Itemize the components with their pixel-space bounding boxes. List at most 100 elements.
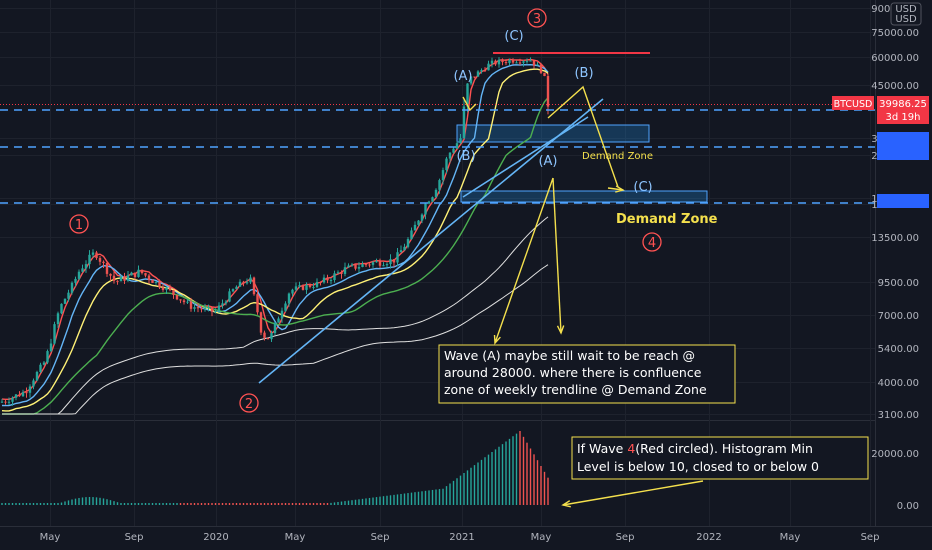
candle-body	[340, 272, 343, 274]
candle-body	[333, 273, 336, 281]
candle-body	[532, 60, 536, 66]
candle-body	[508, 59, 511, 63]
candle-body	[546, 76, 550, 107]
candle-body	[273, 322, 277, 334]
time-tick-label: Sep	[371, 532, 390, 543]
price-tick-label: 4000.00	[878, 378, 919, 389]
demand-zone-lower	[460, 190, 708, 203]
wave-2-label: 2	[245, 397, 253, 412]
candle-body	[88, 254, 91, 265]
candle-body	[529, 60, 532, 62]
candle-body	[294, 286, 298, 290]
candle-body	[175, 294, 179, 300]
candle-body	[235, 286, 238, 290]
currency-text: USD	[895, 14, 917, 25]
demand-zone-large-label: Demand Zone	[616, 212, 718, 227]
candle-body	[462, 106, 466, 139]
candle-body	[410, 230, 413, 240]
candle-body	[168, 287, 172, 291]
candle-body	[413, 224, 417, 231]
candle-body	[221, 303, 224, 306]
candle-body	[4, 401, 7, 403]
candle-body	[459, 138, 462, 144]
note-arrow-left-head	[493, 334, 501, 345]
wave-1-label: 1	[75, 218, 83, 233]
price-tick-label: 45000.00	[871, 81, 919, 92]
candle-body	[231, 289, 235, 292]
symbol-badge-box	[832, 96, 874, 110]
candle-body	[490, 60, 494, 64]
candle-body	[392, 259, 396, 263]
wave-c-top-label: (C)	[504, 29, 523, 44]
candle-body	[42, 362, 46, 365]
candle-body	[53, 324, 56, 344]
candle-body	[186, 301, 189, 303]
candle-body	[147, 275, 151, 280]
candle-body	[158, 281, 161, 288]
candle-body	[259, 312, 263, 333]
candle-body	[81, 268, 84, 272]
candle-body	[469, 76, 473, 84]
candle-body	[252, 277, 256, 295]
candle-body	[417, 220, 420, 225]
price-tick-label: 13500.00	[871, 233, 919, 244]
candle-body	[270, 333, 273, 340]
candle-body	[179, 299, 182, 301]
time-tick-label: May	[285, 532, 306, 543]
candle-body	[70, 282, 74, 293]
time-tick-label: May	[780, 532, 801, 543]
candle-body	[151, 279, 154, 283]
candle-body	[448, 152, 452, 159]
candle-body	[284, 303, 287, 311]
candle-body	[501, 59, 504, 63]
candle-body	[403, 246, 406, 251]
candle-body	[480, 70, 483, 72]
candle-body	[67, 292, 70, 299]
price-levels	[0, 52, 875, 204]
time-tick-label: Sep	[861, 532, 880, 543]
last-price-badge-box	[877, 96, 929, 124]
candle-body	[116, 280, 119, 282]
candle-body	[217, 305, 221, 311]
histogram-axis: 20000.00 0.00	[871, 449, 919, 512]
candle-body	[298, 285, 301, 287]
candle-body	[165, 287, 168, 290]
note-line-1: Wave (A) maybe still wait to be reach @	[444, 348, 695, 363]
candle-body	[452, 148, 455, 153]
histogram-tick-label: 20000.00	[871, 449, 919, 460]
candle-body	[60, 303, 63, 314]
histogram-note: If Wave 4(Red circled). Histogram Min Le…	[571, 436, 869, 480]
candle-body	[312, 286, 315, 288]
note-arrow-right	[552, 177, 562, 334]
candle-body	[200, 308, 203, 310]
demand-zones	[456, 124, 708, 203]
price-tick-label: 9500.00	[878, 278, 919, 289]
candle-body	[140, 269, 144, 274]
ma-line	[1, 68, 549, 412]
wave-3-circle	[527, 8, 547, 28]
note-line-3: zone of weekly trendline @ Demand Zone	[444, 382, 707, 397]
price-tick-label: 5400.00	[878, 344, 919, 355]
countdown: 3d 19h	[886, 112, 921, 123]
candle-body	[105, 262, 109, 274]
candle-body	[511, 59, 515, 63]
candle-body	[476, 71, 480, 77]
candle-body	[210, 307, 214, 312]
hist-note-line-1: If Wave 4(Red circled). Histogram Min	[577, 441, 813, 456]
symbol-badge: BTCUSD	[834, 99, 873, 110]
candle-body	[126, 275, 130, 281]
candle-body	[301, 285, 305, 290]
candle-body	[39, 364, 42, 372]
level-38000-badge-box	[877, 132, 929, 146]
price-tick-label: 7000.00	[878, 311, 919, 322]
ma-line	[2, 264, 549, 415]
time-tick-label: May	[40, 532, 61, 543]
wave-c-arrow	[607, 187, 624, 191]
note-arrow-right-head	[556, 325, 565, 335]
candle-body	[364, 264, 368, 266]
candle-body	[375, 261, 378, 263]
candle-body	[25, 392, 28, 394]
candle-body	[287, 293, 291, 304]
wave-3-label: 3	[533, 12, 541, 27]
